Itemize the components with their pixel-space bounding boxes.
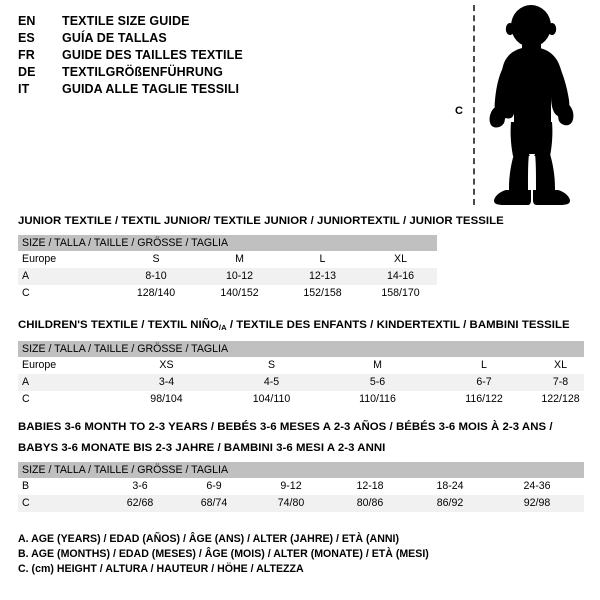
row-label: C <box>18 285 114 302</box>
table-band-row: SIZE / TALLA / TAILLE / GRÖSSE / TAGLIA <box>18 341 584 358</box>
band-label-junior: SIZE / TALLA / TAILLE / GRÖSSE / TAGLIA <box>18 235 437 251</box>
section-heading-babies-line2: BABYS 3-6 MONATE BIS 2-3 JAHRE / BAMBINI… <box>18 442 386 454</box>
legend-line-b: B. AGE (MONTHS) / EDAD (MESES) / ÂGE (MO… <box>18 548 429 560</box>
section-heading-children: CHILDREN'S TEXTILE / TEXTIL NIÑO/A / TEX… <box>18 318 584 335</box>
title-lang-es: ES <box>18 31 35 45</box>
title-text-it: GUIDA ALLE TAGLIE TESSILI <box>62 82 240 96</box>
cell-value: 14-16 <box>364 268 437 285</box>
cell-value: 3-6 <box>104 478 176 495</box>
table-row: B 3-6 6-9 9-12 12-18 18-24 24-36 <box>18 478 584 495</box>
band-label-children: SIZE / TALLA / TAILLE / GRÖSSE / TAGLIA <box>18 341 584 358</box>
cell-value: 158/170 <box>364 285 437 302</box>
cell-value: L <box>281 251 364 268</box>
section-children-textile: CHILDREN'S TEXTILE / TEXTIL NIÑO/A / TEX… <box>18 318 584 409</box>
size-table-babies: SIZE / TALLA / TAILLE / GRÖSSE / TAGLIA … <box>18 462 584 512</box>
table-band-row: SIZE / TALLA / TAILLE / GRÖSSE / TAGLIA <box>18 462 584 478</box>
cell-value: 116/122 <box>431 391 537 409</box>
cell-value: XL <box>537 357 584 375</box>
cell-value: 12-18 <box>330 478 410 495</box>
title-lang-it: IT <box>18 82 30 96</box>
section-heading-junior: JUNIOR TEXTILE / TEXTIL JUNIOR/ TEXTILE … <box>18 215 504 227</box>
cell-value: 128/140 <box>114 285 198 302</box>
cell-value: 24-36 <box>490 478 584 495</box>
title-text-fr: GUIDE DES TAILLES TEXTILE <box>62 48 243 62</box>
cell-value: 10-12 <box>198 268 281 285</box>
cell-value: 98/104 <box>114 391 219 409</box>
cell-value: 4-5 <box>219 374 324 392</box>
cell-value: L <box>431 357 537 375</box>
legend-line-a: A. AGE (YEARS) / EDAD (AÑOS) / ÂGE (ANS)… <box>18 533 399 545</box>
row-label: Europe <box>18 357 114 375</box>
section-junior-textile: JUNIOR TEXTILE / TEXTIL JUNIOR/ TEXTILE … <box>18 214 504 302</box>
cell-value: 80/86 <box>330 495 410 512</box>
table-band-row: SIZE / TALLA / TAILLE / GRÖSSE / TAGLIA <box>18 235 437 251</box>
cell-value: 62/68 <box>104 495 176 512</box>
section-heading-children-post: / TEXTILE DES ENFANTS / KINDERTEXTIL / B… <box>226 319 570 331</box>
title-text-en: TEXTILE SIZE GUIDE <box>62 14 190 28</box>
cell-value: S <box>114 251 198 268</box>
cell-value: 152/158 <box>281 285 364 302</box>
table-row: Europe S M L XL <box>18 251 437 268</box>
cell-value: 68/74 <box>176 495 252 512</box>
title-row: FR GUIDE DES TAILLES TEXTILE <box>18 47 438 64</box>
title-row: DE TEXTILGRÖßENFÜHRUNG <box>18 64 438 81</box>
table-row: C 128/140 140/152 152/158 158/170 <box>18 285 437 302</box>
row-label: A <box>18 268 114 285</box>
title-text-de: TEXTILGRÖßENFÜHRUNG <box>62 65 223 79</box>
title-lang-en: EN <box>18 14 36 28</box>
section-babies-textile: BABIES 3-6 MONTH TO 2-3 YEARS / BEBÉS 3-… <box>18 420 584 512</box>
row-label: Europe <box>18 251 114 268</box>
cell-value: 6-7 <box>431 374 537 392</box>
size-table-children: SIZE / TALLA / TAILLE / GRÖSSE / TAGLIA … <box>18 341 584 409</box>
cell-value: 12-13 <box>281 268 364 285</box>
title-lang-fr: FR <box>18 48 35 62</box>
table-row: A 3-4 4-5 5-6 6-7 7-8 <box>18 374 584 392</box>
cell-value: 9-12 <box>252 478 330 495</box>
title-lang-de: DE <box>18 65 36 79</box>
cell-value: 5-6 <box>324 374 431 392</box>
cell-value: XL <box>364 251 437 268</box>
title-row: ES GUÍA DE TALLAS <box>18 30 438 47</box>
height-illustration: C <box>440 0 600 212</box>
row-label: C <box>18 495 104 512</box>
cell-value: 18-24 <box>410 478 490 495</box>
cell-value: 104/110 <box>219 391 324 409</box>
row-label: B <box>18 478 104 495</box>
legend-line-c: C. (cm) HEIGHT / ALTURA / HAUTEUR / HÖHE… <box>18 563 304 575</box>
cell-value: 7-8 <box>537 374 584 392</box>
cell-value: 110/116 <box>324 391 431 409</box>
cell-value: 8-10 <box>114 268 198 285</box>
cell-value: 3-4 <box>114 374 219 392</box>
section-heading-children-pre: CHILDREN'S TEXTILE / TEXTIL NIÑO <box>18 319 219 331</box>
table-row: C 62/68 68/74 74/80 80/86 86/92 92/98 <box>18 495 584 512</box>
table-row: C 98/104 104/110 110/116 116/122 122/128 <box>18 391 584 409</box>
title-block: EN TEXTILE SIZE GUIDE ES GUÍA DE TALLAS … <box>18 13 438 98</box>
cell-value: M <box>198 251 281 268</box>
table-row: Europe XS S M L XL <box>18 357 584 375</box>
section-heading-children-sub: /A <box>218 323 227 333</box>
legend-block: A. AGE (YEARS) / EDAD (AÑOS) / ÂGE (ANS)… <box>18 532 429 577</box>
cell-value: XS <box>114 357 219 375</box>
cell-value: M <box>324 357 431 375</box>
height-label-c: C <box>455 105 463 117</box>
table-row: A 8-10 10-12 12-13 14-16 <box>18 268 437 285</box>
cell-value: S <box>219 357 324 375</box>
cell-value: 86/92 <box>410 495 490 512</box>
row-label: A <box>18 374 114 392</box>
title-row: IT GUIDA ALLE TAGLIE TESSILI <box>18 81 438 98</box>
title-row: EN TEXTILE SIZE GUIDE <box>18 13 438 30</box>
size-table-junior: SIZE / TALLA / TAILLE / GRÖSSE / TAGLIA … <box>18 235 437 302</box>
title-text-es: GUÍA DE TALLAS <box>62 31 167 45</box>
cell-value: 6-9 <box>176 478 252 495</box>
cell-value: 140/152 <box>198 285 281 302</box>
row-label: C <box>18 391 114 409</box>
height-dashed-line <box>473 5 475 205</box>
toddler-silhouette-icon <box>489 5 574 205</box>
band-label-babies: SIZE / TALLA / TAILLE / GRÖSSE / TAGLIA <box>18 462 584 478</box>
section-heading-babies-line1: BABIES 3-6 MONTH TO 2-3 YEARS / BEBÉS 3-… <box>18 421 553 433</box>
cell-value: 92/98 <box>490 495 584 512</box>
cell-value: 122/128 <box>537 391 584 409</box>
cell-value: 74/80 <box>252 495 330 512</box>
